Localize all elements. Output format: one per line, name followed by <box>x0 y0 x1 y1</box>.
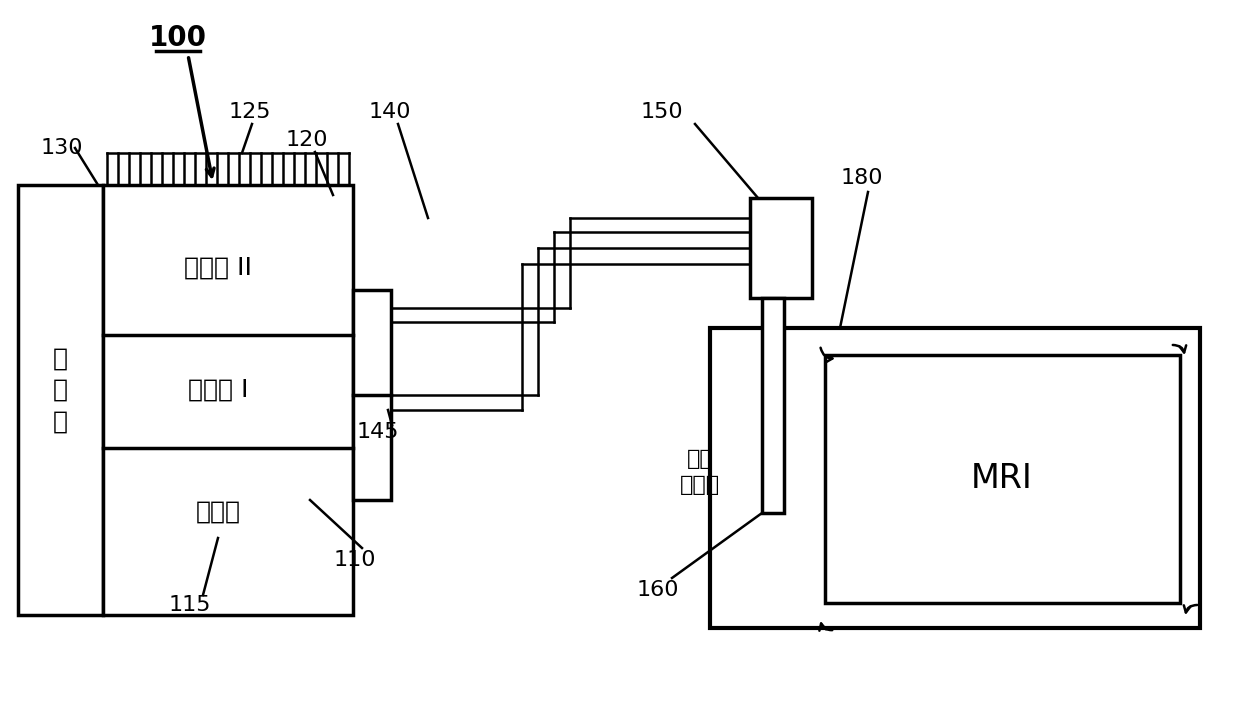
Bar <box>711 328 1200 628</box>
Bar <box>353 290 391 500</box>
Text: MRI: MRI <box>971 462 1033 494</box>
Text: 水系统: 水系统 <box>196 500 241 524</box>
Text: 压缩机 II: 压缩机 II <box>184 256 252 280</box>
Text: 160: 160 <box>637 580 680 600</box>
Text: 180: 180 <box>841 168 883 188</box>
Text: 140: 140 <box>368 102 412 122</box>
Text: 控
制
器: 控 制 器 <box>52 347 67 434</box>
Text: 110: 110 <box>334 550 376 570</box>
Bar <box>750 198 812 298</box>
Bar <box>763 298 784 513</box>
Text: 145: 145 <box>357 422 399 442</box>
Bar <box>825 355 1180 603</box>
Text: 压缩机 I: 压缩机 I <box>187 378 248 402</box>
Text: 115: 115 <box>169 595 211 615</box>
Text: 125: 125 <box>228 102 272 122</box>
Text: 液氯
贾存器: 液氯 贾存器 <box>680 449 720 495</box>
Bar <box>103 185 353 615</box>
Bar <box>19 185 103 615</box>
Text: 100: 100 <box>149 24 207 52</box>
Text: 130: 130 <box>41 138 83 158</box>
Text: 120: 120 <box>285 130 329 150</box>
Text: 150: 150 <box>641 102 683 122</box>
